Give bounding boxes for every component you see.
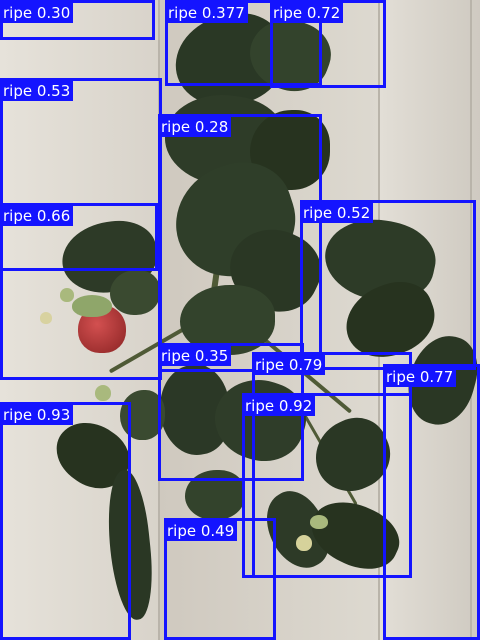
detection-box: ripe 0.72 — [270, 0, 386, 88]
panel-seam — [470, 0, 472, 640]
flower-bud — [296, 535, 312, 551]
detection-label: ripe 0.77 — [383, 367, 457, 387]
detection-label: ripe 0.49 — [164, 521, 238, 541]
detection-label: ripe 0.66 — [0, 206, 74, 226]
flower-bud — [310, 515, 328, 529]
detection-label: ripe 0.92 — [242, 396, 316, 416]
detection-box: ripe 0.28 — [158, 114, 322, 372]
flower-bud — [60, 288, 74, 302]
detection-label: ripe 0.35 — [158, 346, 232, 366]
strawberry-leaf — [110, 270, 160, 315]
flower-bud — [95, 385, 111, 401]
detection-box: ripe 0.49 — [164, 518, 276, 640]
detection-box: ripe 0.52 — [300, 200, 476, 370]
detection-box: ripe 0.93 — [0, 402, 131, 640]
detection-label: ripe 0.28 — [158, 117, 232, 137]
detection-label: ripe 0.93 — [0, 405, 74, 425]
strawberry-calyx — [72, 295, 112, 317]
detection-label: ripe 0.72 — [270, 3, 344, 23]
detection-label: ripe 0.52 — [300, 203, 374, 223]
flower-bud — [40, 312, 52, 324]
detection-label: ripe 0.30 — [0, 3, 74, 23]
detection-box: ripe 0.30 — [0, 0, 155, 40]
detection-label: ripe 0.53 — [0, 81, 74, 101]
detection-box: ripe 0.77 — [383, 364, 480, 640]
detection-box: ripe 0.92 — [242, 393, 412, 578]
detection-box: ripe 0.66 — [0, 203, 158, 271]
detection-label: ripe 0.79 — [252, 355, 326, 375]
strawberry-leaf — [120, 390, 165, 440]
detection-box: ripe 0.377 — [165, 0, 322, 86]
detection-label: ripe 0.377 — [165, 3, 248, 23]
